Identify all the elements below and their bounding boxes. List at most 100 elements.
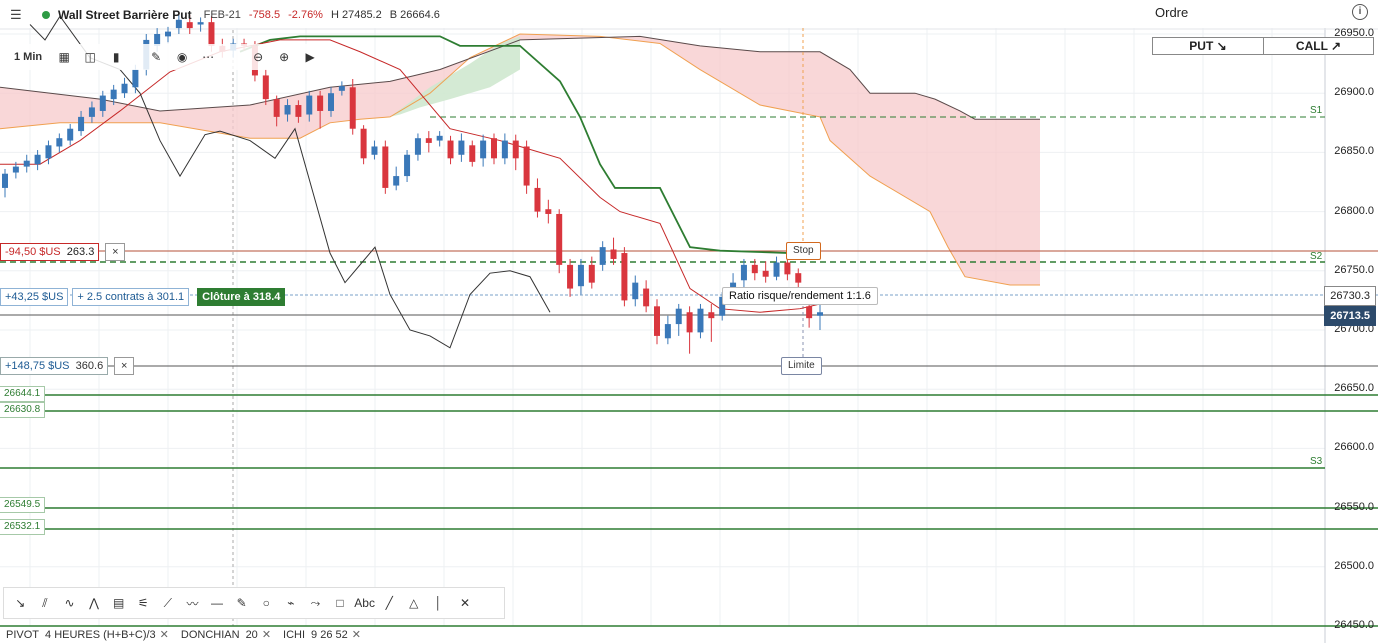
pattern-icon[interactable]: ⋀: [89, 596, 99, 610]
remove-pivot-icon[interactable]: ✕: [159, 629, 169, 641]
candle-bearish: [382, 146, 389, 188]
line-icon[interactable]: ╱: [385, 596, 393, 610]
candle-bullish: [132, 69, 139, 88]
put-button[interactable]: PUT ↘: [1152, 37, 1264, 55]
info-icon[interactable]: i: [1352, 4, 1368, 20]
candle-bearish: [295, 105, 302, 117]
candle-bullish: [165, 31, 171, 37]
candle-bearish: [273, 99, 280, 117]
limit-position-row: +148,75 $US 360.6 ×: [0, 357, 135, 375]
indicator-ichimoku[interactable]: ICHI 9 26 52: [283, 629, 348, 641]
candle-bullish: [12, 166, 19, 173]
candle-bearish: [708, 312, 715, 319]
candle-bearish: [491, 138, 497, 159]
limit-position-tag[interactable]: +148,75 $US 360.6: [0, 357, 109, 375]
candle-bullish: [175, 19, 182, 29]
candle-bearish: [654, 306, 660, 336]
candle-bearish: [784, 262, 791, 275]
path-icon[interactable]: ⤳: [310, 595, 321, 610]
indicator-bar: PIVOT 4 HEURES (H+B+C)/3 ✕ DONCHIAN 20 ✕ I…: [0, 626, 426, 643]
play-icon[interactable]: ▶: [305, 50, 315, 64]
indicator-donchian-name: DONCHIAN: [180, 628, 240, 641]
candle-bullish: [78, 116, 85, 132]
stop-handle[interactable]: Stop: [786, 242, 821, 260]
indicator-pivot[interactable]: PIVOT 4 HEURES (H+B+C)/3: [6, 629, 156, 641]
candle-bullish: [306, 95, 313, 115]
tenkan-line: [0, 39, 821, 313]
candle-bearish: [512, 140, 519, 159]
gann-icon[interactable]: ⚟: [137, 596, 149, 610]
stop-position-tag[interactable]: -94,50 $US 263.3: [0, 243, 100, 261]
y-axis-label: 26750.0: [1334, 263, 1374, 276]
open-position-tag[interactable]: +43,25 $US: [0, 288, 69, 306]
candle-bullish: [675, 308, 682, 325]
candle-bullish: [99, 95, 106, 111]
candle-bearish: [567, 264, 574, 289]
candle-bearish: [588, 264, 595, 283]
limit-position-price: 360.6: [75, 360, 104, 372]
limit-handle[interactable]: Limite: [781, 357, 822, 375]
indicator-donchian[interactable]: DONCHIAN 20: [181, 629, 258, 641]
candle-bullish: [284, 105, 291, 115]
candle-bearish: [469, 145, 476, 162]
remove-donchian-icon[interactable]: ✕: [261, 629, 272, 641]
market-status-icon: [42, 11, 50, 19]
close-stop-button[interactable]: ×: [105, 243, 126, 261]
fib-retracement-icon[interactable]: ▤: [113, 596, 125, 610]
close-limit-button[interactable]: ×: [114, 357, 135, 375]
close-position-button[interactable]: Clôture à 318.4: [197, 288, 286, 306]
candle-bullish: [632, 282, 639, 300]
timeframe-selector[interactable]: 1 Min: [14, 51, 43, 63]
brush-icon[interactable]: ⌁: [287, 596, 295, 610]
horizontal-line-icon[interactable]: —: [211, 596, 224, 610]
zigzag-icon[interactable]: ∿: [64, 596, 75, 610]
candle-bearish: [686, 312, 693, 333]
candle-bullish: [154, 34, 161, 46]
y-axis-label: 26550.0: [1334, 500, 1374, 513]
change-value: -758.5: [248, 9, 281, 21]
text-icon[interactable]: Abc: [354, 596, 375, 610]
bar-chart-icon[interactable]: ▮: [112, 50, 120, 64]
indicator-pivot-params: 4 HEURES (H+B+C)/3: [45, 628, 156, 641]
candle-bullish: [697, 308, 704, 333]
ruler-icon[interactable]: ✎: [236, 596, 247, 610]
instrument-title: Wall Street Barrière Put: [58, 8, 192, 22]
eye-icon[interactable]: ◉: [176, 50, 188, 64]
ichimoku-cloud-bearish: [0, 34, 1040, 286]
expiry-label: FEB-21: [203, 9, 241, 21]
candle-bearish: [534, 187, 541, 212]
candle-bullish: [121, 83, 128, 94]
zoom-out-icon[interactable]: ⊖: [253, 50, 264, 64]
elliott-wave-icon[interactable]: 〰: [186, 596, 199, 611]
hamburger-icon[interactable]: ☰: [10, 7, 22, 22]
level-label-3: 26549.5: [0, 497, 46, 513]
close-icon[interactable]: ✕: [459, 596, 471, 610]
senkou-a-line: [0, 33, 1040, 286]
open-position-contracts: + 2.5 contrats à 301.1: [72, 288, 190, 306]
pencil-icon[interactable]: ✎: [151, 50, 162, 64]
more-icon[interactable]: ⋯: [202, 50, 215, 64]
zoom-in-icon[interactable]: ⊕: [279, 50, 290, 64]
parallel-channel-icon[interactable]: ⫽: [42, 595, 48, 610]
candle-type-icon[interactable]: ▦: [58, 50, 70, 64]
candle-bullish: [2, 173, 8, 188]
level-label-2: 26630.8: [0, 402, 46, 418]
indicator-ichimoku-params: 9 26 52: [311, 628, 348, 641]
candle-bullish: [56, 138, 63, 147]
vertical-line-icon[interactable]: │: [434, 596, 443, 610]
call-button[interactable]: CALL ↗: [1263, 37, 1374, 55]
fan-icon[interactable]: ⟋: [163, 595, 173, 610]
trend-line-icon[interactable]: ↘: [15, 596, 26, 610]
level-label-1: 26644.1: [0, 386, 46, 402]
y-axis-label: 26900.0: [1334, 86, 1374, 99]
circle-icon[interactable]: ○: [262, 596, 270, 610]
rectangle-icon[interactable]: □: [336, 596, 344, 610]
remove-ichimoku-icon[interactable]: ✕: [351, 629, 361, 641]
low-value: B 26664.6: [389, 9, 440, 21]
candle-bullish: [577, 264, 584, 287]
indicators-icon[interactable]: ◫: [84, 50, 96, 64]
triangle-icon[interactable]: △: [409, 596, 419, 610]
candle-bearish: [751, 264, 758, 274]
candle-bullish: [480, 140, 487, 159]
